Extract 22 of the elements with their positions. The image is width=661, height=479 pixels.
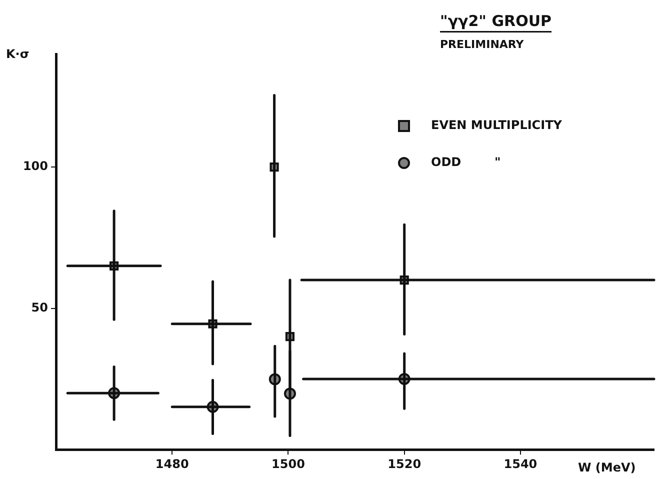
legend-label: EVEN MULTIPLICITY bbox=[431, 118, 562, 132]
x-tick-label: 1540 bbox=[504, 456, 538, 471]
point bbox=[285, 332, 295, 342]
point bbox=[110, 261, 119, 270]
x-tick-label: 1480 bbox=[155, 456, 189, 471]
point bbox=[284, 388, 296, 400]
y-tick-label: 100 bbox=[22, 159, 48, 174]
point bbox=[398, 372, 410, 385]
point bbox=[108, 387, 120, 400]
point bbox=[206, 400, 219, 413]
x-axis-title: W (MeV) bbox=[578, 460, 636, 475]
chart-subtitle: PRELIMINARY bbox=[440, 38, 525, 51]
point bbox=[268, 373, 281, 386]
y-axis-title: K·σ bbox=[6, 47, 30, 61]
x-tick-label: 1500 bbox=[272, 456, 305, 471]
chart-title: "γγ2" GROUP bbox=[440, 12, 552, 30]
point bbox=[400, 276, 409, 285]
x-tick-label: 1520 bbox=[388, 456, 422, 471]
y-tick-label: 50 bbox=[31, 300, 48, 314]
point bbox=[270, 162, 279, 172]
point bbox=[208, 319, 218, 328]
legend-label: ODD " bbox=[431, 155, 501, 170]
